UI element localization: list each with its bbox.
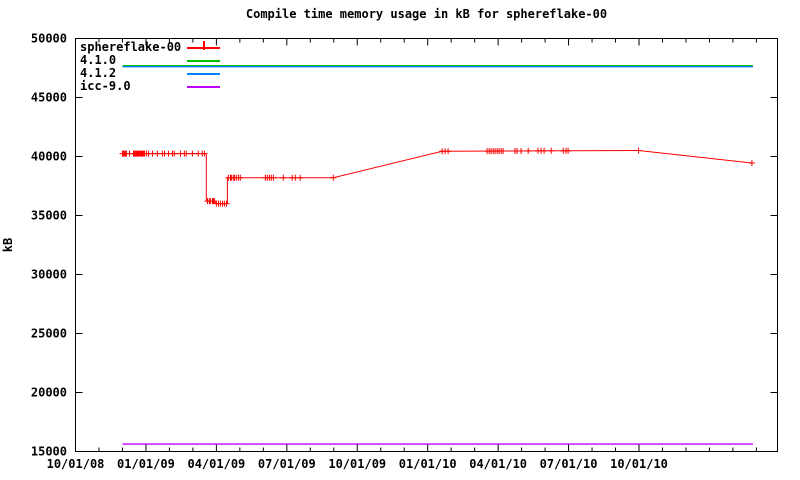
legend-label: sphereflake-00 [80,40,182,54]
x-tick-label: 10/01/08 [47,457,105,471]
plus-markers [119,147,755,207]
x-tick-label: 04/01/09 [187,457,245,471]
y-tick-label: 35000 [31,209,67,223]
legend-item-4.1.0: 4.1.0 [80,54,240,67]
legend-line-sample [187,85,220,88]
legend-item-4.1.2: 4.1.2 [80,67,240,80]
x-tick-label: 10/01/10 [610,457,668,471]
series-sphereflake-00 [119,147,755,207]
x-tick-label: 01/01/10 [399,457,457,471]
x-tick-label: 07/01/10 [540,457,598,471]
y-axis-tick-labels: 15000 20000 25000 30000 35000 40000 45000 50000 [31,32,67,459]
legend-label: 4.1.2 [80,66,117,80]
plus-marker-icon [202,41,205,50]
x-tick-label: 04/01/10 [469,457,527,471]
y-tick-label: 20000 [31,386,67,400]
y-axis-ticks [75,38,778,452]
legend: sphereflake-00 4.1.0 4.1.2 icc-9.0 [80,41,240,93]
x-axis-ticks [75,38,757,452]
x-tick-label: 10/01/09 [328,457,386,471]
legend-item-icc-9.0: icc-9.0 [80,80,240,93]
plot-border [75,38,778,452]
x-tick-label: 01/01/09 [117,457,175,471]
y-tick-label: 30000 [31,268,67,282]
legend-line-sample [187,59,220,62]
y-tick-label: 25000 [31,327,67,341]
y-tick-label: 50000 [31,32,67,46]
legend-item-sphereflake-00: sphereflake-00 [80,41,240,54]
x-axis-tick-labels: 10/01/08 01/01/09 04/01/09 07/01/09 10/01/09… [47,457,668,471]
y-tick-label: 45000 [31,91,67,105]
legend-line-sample [187,72,220,75]
y-tick-label: 40000 [31,150,67,164]
legend-label: 4.1.0 [80,53,117,67]
y-tick-label: 15000 [31,445,67,459]
x-tick-label: 07/01/09 [258,457,316,471]
chart-title: Compile time memory usage in kB for sphe… [245,7,608,21]
legend-label: icc-9.0 [80,79,131,93]
